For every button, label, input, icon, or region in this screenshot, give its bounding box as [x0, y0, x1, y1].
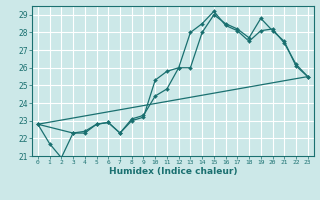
X-axis label: Humidex (Indice chaleur): Humidex (Indice chaleur) [108, 167, 237, 176]
